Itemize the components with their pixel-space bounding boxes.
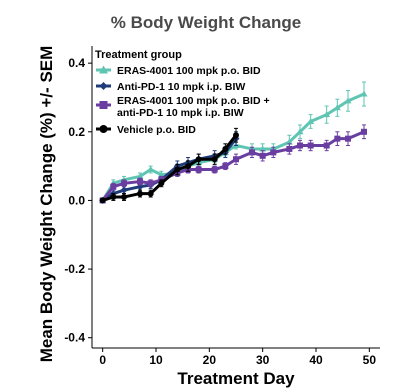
data-point-0-18	[323, 111, 331, 118]
data-point-3-3	[137, 190, 143, 197]
data-point-0-17	[307, 118, 315, 124]
legend-marker-3	[99, 101, 108, 109]
legend: Treatment group ERAS-4001 100 mpk p.o. B…	[95, 49, 270, 136]
data-point-3-8	[195, 156, 202, 163]
data-point-0-20	[344, 97, 352, 104]
data-point-0-13	[259, 145, 267, 152]
data-point-2-11	[233, 156, 239, 163]
legend-label-2: Anti-PD-1 10 mpk i.p. BIW	[117, 81, 245, 93]
data-point-2-14	[270, 149, 277, 156]
data-point-3-6	[174, 166, 181, 173]
series-line-2	[101, 130, 365, 202]
data-point-2-16	[297, 142, 303, 149]
data-point-2-20	[345, 135, 351, 142]
legend-marker-2	[99, 82, 108, 90]
legend-marker-1	[99, 65, 108, 74]
x-ticks: 0 10 20 30 40 50	[99, 348, 376, 367]
data-point-2-13	[259, 152, 266, 159]
data-point-2-15	[286, 145, 293, 152]
data-point-2-17	[307, 142, 314, 149]
data-point-0-15	[285, 138, 293, 145]
data-point-0-16	[296, 128, 304, 135]
data-point-2-4	[147, 180, 154, 187]
x-axis-label: Treatment Day	[177, 369, 295, 388]
data-point-0-19	[333, 104, 341, 111]
data-point-1-2	[120, 186, 128, 194]
legend-title: Treatment group	[95, 49, 182, 61]
data-point-0-3	[136, 172, 144, 179]
plot-series	[99, 81, 368, 204]
data-point-3-7	[185, 163, 191, 170]
data-point-2-19	[334, 135, 341, 142]
data-point-3-9	[211, 156, 218, 163]
legend-item-3: ERAS-4001 100 mpk p.o. BID + anti-PD-1 1…	[96, 95, 270, 119]
data-point-0-4	[147, 166, 155, 173]
data-point-2-3	[137, 178, 143, 185]
y-tick-label-0: -0.4	[64, 331, 85, 345]
data-point-3-10	[222, 145, 229, 152]
x-tick-label-2: 20	[203, 353, 217, 367]
x-tick-label-5: 50	[363, 353, 377, 367]
x-tick-label-0: 0	[99, 353, 106, 367]
y-axis-label-group: Mean Body Weight Change (%) +/- SEM	[37, 46, 56, 363]
legend-item-4: Vehicle p.o. BID	[96, 124, 196, 136]
legend-label-3a: ERAS-4001 100 mpk p.o. BID +	[117, 95, 270, 107]
data-point-2-9	[211, 166, 218, 173]
data-point-0-5	[157, 171, 165, 178]
data-point-3-1	[110, 194, 117, 200]
data-point-3-4	[147, 190, 154, 197]
data-point-2-18	[323, 142, 330, 149]
data-point-2-1	[110, 183, 117, 190]
legend-label-4: Vehicle p.o. BID	[117, 124, 196, 136]
y-axis-label: Mean Body Weight Change (%) +/- SEM	[37, 46, 56, 363]
y-ticks: -0.4 -0.2 0.0 0.2 0.4	[64, 56, 92, 345]
chart-title: % Body Weight Change	[111, 13, 301, 32]
x-tick-label-1: 10	[149, 353, 163, 367]
legend-label-3b: anti-PD-1 10 mpk i.p. BIW	[117, 107, 244, 119]
x-tick-label-4: 40	[309, 353, 323, 367]
series-line-0	[101, 92, 365, 202]
data-point-3-2	[121, 194, 127, 200]
data-point-3-0	[99, 197, 106, 204]
data-point-2-12	[249, 149, 255, 156]
data-point-2-8	[195, 166, 202, 173]
legend-item-1: ERAS-4001 100 mpk p.o. BID	[96, 65, 261, 77]
data-point-3-5	[158, 180, 165, 187]
data-point-2-10	[222, 163, 229, 170]
y-tick-label-4: 0.4	[68, 56, 85, 70]
y-tick-label-3: 0.2	[68, 125, 85, 139]
legend-item-2: Anti-PD-1 10 mpk i.p. BIW	[96, 81, 245, 93]
legend-marker-4	[99, 125, 108, 133]
data-point-2-2	[121, 180, 127, 187]
legend-label-1: ERAS-4001 100 mpk p.o. BID	[117, 65, 261, 77]
series-3	[99, 127, 239, 204]
y-tick-label-1: -0.2	[64, 262, 85, 276]
x-tick-label-3: 30	[256, 353, 270, 367]
data-point-2-21	[361, 128, 367, 135]
y-tick-label-2: 0.0	[68, 193, 85, 207]
data-point-3-11	[233, 132, 239, 139]
data-point-0-21	[360, 90, 368, 97]
